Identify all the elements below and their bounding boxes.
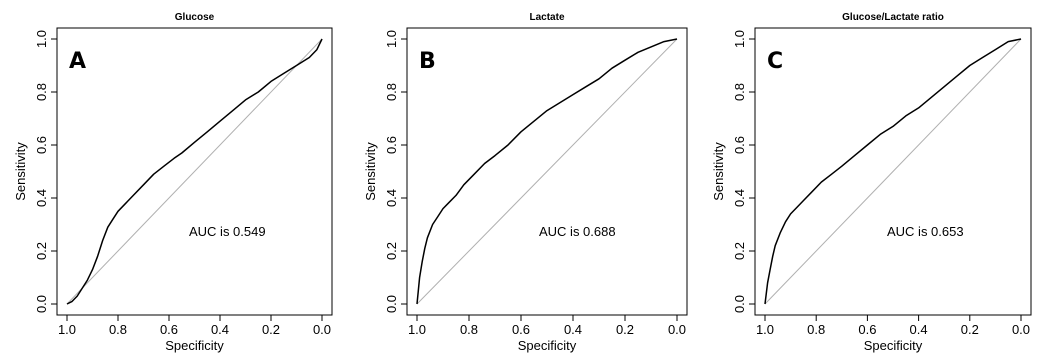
y-tick-label: 0.4 bbox=[34, 189, 49, 207]
auc-annotation: AUC is 0.688 bbox=[539, 224, 616, 239]
y-axis-label: Sensitivity bbox=[711, 142, 726, 201]
x-tick-label: 1.0 bbox=[756, 322, 774, 337]
roc-curve bbox=[764, 38, 1022, 305]
x-tick-label: 0.2 bbox=[262, 322, 280, 337]
reference-diagonal bbox=[416, 38, 678, 305]
plot-frame bbox=[406, 27, 688, 316]
x-tick-label: 0.2 bbox=[616, 322, 634, 337]
y-tick-label: 0.6 bbox=[384, 136, 399, 154]
y-tick-label: 1.0 bbox=[732, 30, 747, 48]
x-tick-label: 0.8 bbox=[807, 322, 825, 337]
panel-a: Glucose 1.0 0.8 0.6 0.4 0.2 0.0 0.0 0.2 0.4 0.6 0.8… bbox=[13, 12, 333, 353]
x-tick-label: 0.8 bbox=[109, 322, 127, 337]
y-tick-label: 0.8 bbox=[384, 83, 399, 101]
roc-curve bbox=[66, 38, 323, 305]
x-tick-label: 0.0 bbox=[1012, 322, 1030, 337]
y-tick-label: 0.2 bbox=[34, 242, 49, 260]
x-tick-label: 0.6 bbox=[160, 322, 178, 337]
plot-frame bbox=[56, 27, 333, 316]
x-axis-label: Specificity bbox=[165, 338, 224, 353]
chart-title: Glucose bbox=[175, 12, 215, 23]
auc-annotation: AUC is 0.549 bbox=[189, 224, 266, 239]
x-tick-label: 0.8 bbox=[460, 322, 478, 337]
y-tick-label: 0.6 bbox=[34, 136, 49, 154]
x-tick-label: 1.0 bbox=[408, 322, 426, 337]
x-tick-label: 0.6 bbox=[858, 322, 876, 337]
plot-frame bbox=[754, 27, 1032, 316]
chart-title: Glucose/Lactate ratio bbox=[842, 12, 944, 23]
x-tick-label: 1.0 bbox=[58, 322, 76, 337]
y-axis-label: Sensitivity bbox=[363, 142, 378, 201]
x-axis-label: Specificity bbox=[864, 338, 923, 353]
x-tick-label: 0.4 bbox=[564, 322, 582, 337]
y-tick-label: 0.6 bbox=[732, 136, 747, 154]
panel-letter: B bbox=[419, 49, 436, 74]
y-tick-label: 0.0 bbox=[34, 295, 49, 313]
y-tick-label: 0.2 bbox=[732, 242, 747, 260]
y-tick-label: 0.4 bbox=[732, 189, 747, 207]
panel-letter: C bbox=[767, 49, 783, 74]
y-tick-label: 0.0 bbox=[732, 295, 747, 313]
x-tick-label: 0.4 bbox=[910, 322, 928, 337]
x-tick-label: 0.6 bbox=[512, 322, 530, 337]
reference-diagonal bbox=[66, 38, 323, 305]
y-tick-label: 0.8 bbox=[34, 83, 49, 101]
panel-b: Lactate 1.0 0.8 0.6 0.4 0.2 0.0 0.0 0.2 0.4 0.6 0.8… bbox=[363, 12, 688, 353]
auc-annotation: AUC is 0.653 bbox=[887, 224, 964, 239]
y-tick-label: 0.4 bbox=[384, 189, 399, 207]
x-tick-label: 0.2 bbox=[961, 322, 979, 337]
panel-c: Glucose/Lactate ratio 1.0 0.8 0.6 0.4 0.2 0.0 0… bbox=[711, 12, 1032, 353]
y-tick-label: 0.8 bbox=[732, 83, 747, 101]
chart-title: Lactate bbox=[529, 12, 564, 23]
y-tick-label: 1.0 bbox=[384, 30, 399, 48]
y-tick-label: 0.0 bbox=[384, 295, 399, 313]
y-axis-label: Sensitivity bbox=[13, 142, 28, 201]
y-tick-label: 0.2 bbox=[384, 242, 399, 260]
panel-letter: A bbox=[69, 49, 86, 74]
x-axis-label: Specificity bbox=[518, 338, 577, 353]
x-tick-label: 0.4 bbox=[211, 322, 229, 337]
reference-diagonal bbox=[764, 38, 1022, 305]
x-tick-label: 0.0 bbox=[313, 322, 331, 337]
x-tick-label: 0.0 bbox=[668, 322, 686, 337]
roc-curve bbox=[416, 38, 678, 305]
y-tick-label: 1.0 bbox=[34, 30, 49, 48]
